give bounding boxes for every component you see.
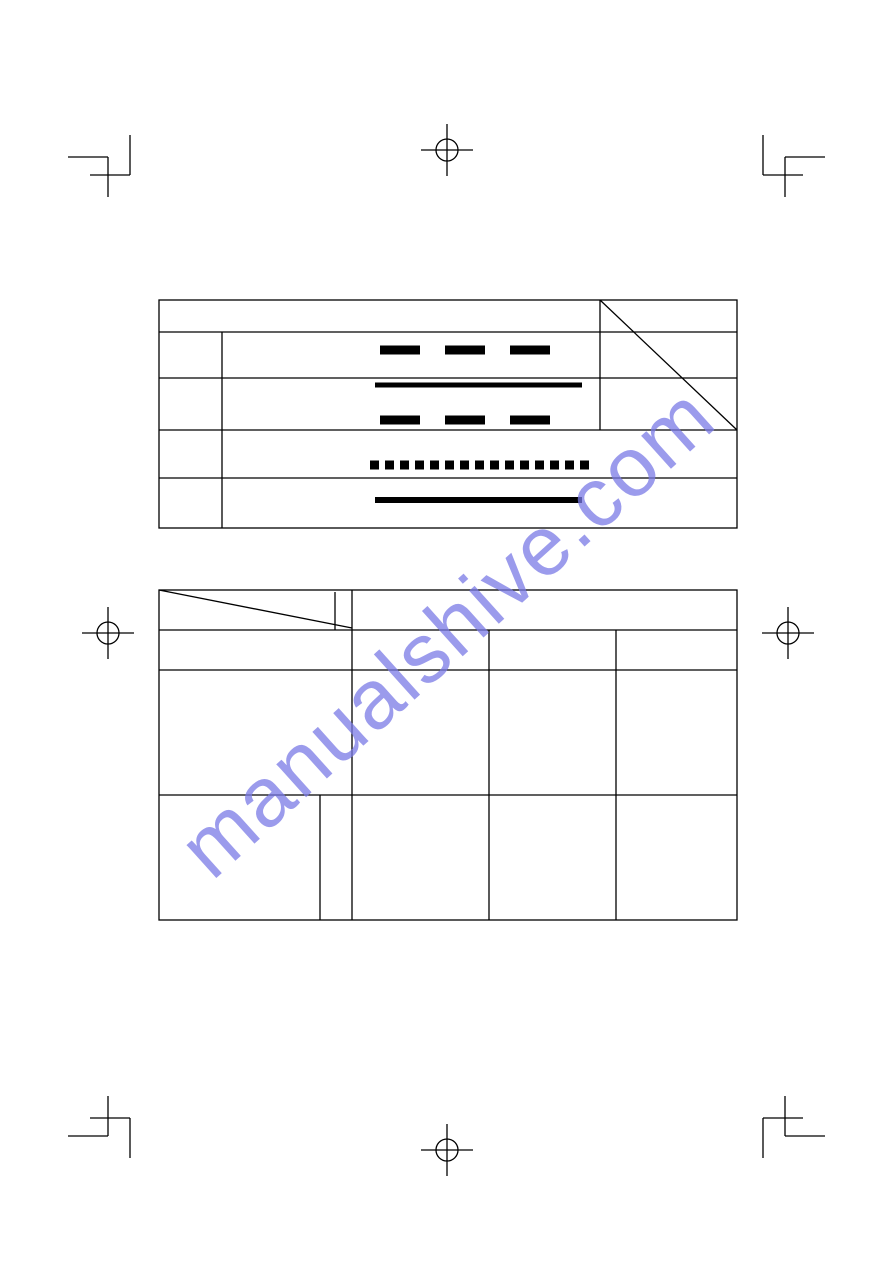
page-diagram — [0, 0, 893, 1263]
